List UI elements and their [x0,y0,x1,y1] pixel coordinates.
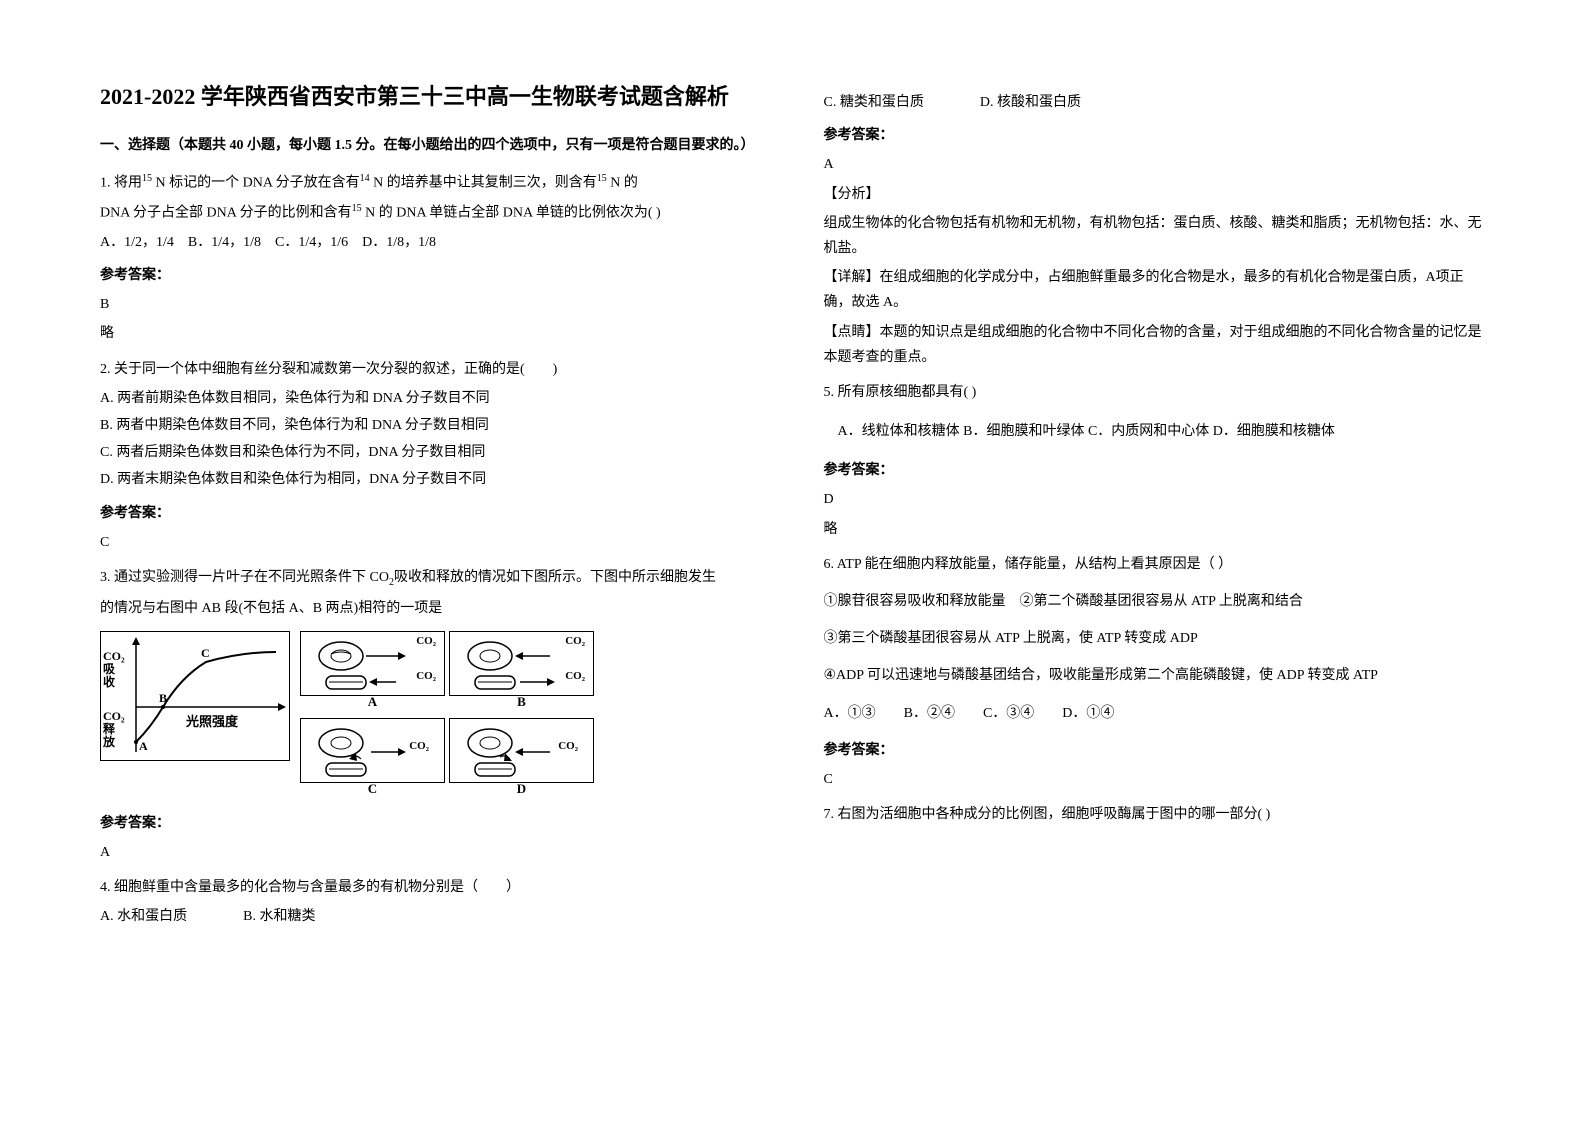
q3-answer-label: 参考答案： [100,811,764,836]
q4-opts-ab: A. 水和蛋白质 B. 水和糖类 [100,904,764,929]
y-label-top: CO₂吸收 [103,650,125,690]
q1-brief: 略 [100,321,764,346]
question-4-cont: C. 糖类和蛋白质 D. 核酸和蛋白质 参考答案： A 【分析】 组成生物体的化… [824,90,1488,370]
q1-t1: 1. 将用 [100,176,142,191]
q3-text: 3. 通过实验测得一片叶子在不同光照条件下 CO2吸收和释放的情况如下图所示。下… [100,565,764,592]
q7-text: 7. 右图为活细胞中各种成分的比例图，细胞呼吸酶属于图中的哪一部分( ) [824,802,1488,827]
q5-options: A．线粒体和核糖体 B．细胞膜和叶绿体 C．内质网和中心体 D．细胞膜和核糖体 [824,419,1488,444]
q4-detail-text: 在组成细胞的化学成分中，占细胞鲜重最多的化合物是水，最多的有机化合物是蛋白质，A… [824,270,1464,310]
question-5: 5. 所有原核细胞都具有( ) A．线粒体和核糖体 B．细胞膜和叶绿体 C．内质… [824,380,1488,542]
section-header: 一、选择题（本题共 40 小题，每小题 1.5 分。在每小题给出的四个选项中，只… [100,133,764,158]
question-1: 1. 将用15 N 标记的一个 DNA 分子放在含有14 N 的培养基中让其复制… [100,170,764,346]
question-4-start: 4. 细胞鲜重中含量最多的化合物与含量最多的有机物分别是（ ） A. 水和蛋白质… [100,875,764,929]
cell-d: CO₂ D [449,718,594,783]
q1-sup3: 15 [597,173,607,184]
q3-answer: A [100,840,764,865]
cell-c-co2: CO₂ [409,737,429,757]
q4-detail: 【详解】在组成细胞的化学成分中，占细胞鲜重最多的化合物是水，最多的有机化合物是蛋… [824,265,1488,315]
q4-opt-a: A. 水和蛋白质 [100,909,187,924]
cell-a-co2-2: CO₂ [416,667,436,687]
q2-text: 2. 关于同一个体中细胞有丝分裂和减数第一次分裂的叙述，正确的是( ) [100,357,764,382]
q4-tip: 【点睛】本题的知识点是组成细胞的化合物中不同化合物的含量，对于组成细胞的不同化合… [824,320,1488,370]
q6-opt3: ④ADP 可以迅速地与磷酸基团结合，吸收能量形成第二个高能磷酸键，使 ADP 转… [824,663,1488,688]
question-6: 6. ATP 能在细胞内释放能量，储存能量，从结构上看其原因是（ ） ①腺苷很容… [824,552,1488,792]
q4-tip-text: 本题的知识点是组成细胞的化合物中不同化合物的含量，对于组成细胞的不同化合物含量的… [824,325,1482,365]
q1-l2b: N 的 DNA 单链占全部 DNA 单链的比例依次为( ) [362,206,661,221]
q1-answer: B [100,292,764,317]
right-column: C. 糖类和蛋白质 D. 核酸和蛋白质 参考答案： A 【分析】 组成生物体的化… [824,80,1488,1082]
q1-t3: N 的培养基中让其复制三次，则含有 [370,176,597,191]
q1-t2: N 标记的一个 DNA 分子放在含有 [152,176,360,191]
q4-opts-cd: C. 糖类和蛋白质 D. 核酸和蛋白质 [824,90,1488,115]
question-3: 3. 通过实验测得一片叶子在不同光照条件下 CO2吸收和释放的情况如下图所示。下… [100,565,764,865]
q4-answer-label: 参考答案： [824,123,1488,148]
cell-d-co2: CO₂ [558,737,578,757]
q3-t1: 3. 通过实验测得一片叶子在不同光照条件下 CO [100,570,389,585]
q3-figure: A B C CO₂吸收 CO₂释放 光照强度 [100,631,764,801]
q2-answer-label: 参考答案： [100,501,764,526]
cell-b-co2-2: CO₂ [565,667,585,687]
q2-opt-b: B. 两者中期染色体数目不同，染色体行为和 DNA 分子数目相同 [100,413,764,438]
q2-answer: C [100,530,764,555]
q2-opt-a: A. 两者前期染色体数目相同，染色体行为和 DNA 分子数目不同 [100,386,764,411]
q3-t2: 吸收和释放的情况如下图所示。下图中所示细胞发生 [394,570,716,585]
q3-line2: 的情况与右图中 AB 段(不包括 A、B 两点)相符的一项是 [100,596,764,621]
q4-detail-label: 【详解】 [824,270,880,285]
q1-line2: DNA 分子占全部 DNA 分子的比例和含有15 N 的 DNA 单链占全部 D… [100,200,764,226]
cell-b-co2-1: CO₂ [565,632,585,652]
document-title: 2021-2022 学年陕西省西安市第三十三中高一生物联考试题含解析 [100,80,764,113]
q6-opt2: ③第三个磷酸基团很容易从 ATP 上脱离，使 ATP 转变成 ADP [824,626,1488,651]
q1-options: A．1/2，1/4 B．1/4，1/8 C．1/4，1/6 D．1/8，1/8 [100,230,764,255]
q2-opt-d: D. 两者末期染色体数目和染色体行为相同，DNA 分子数目不同 [100,467,764,492]
q3-chart: A B C CO₂吸收 CO₂释放 光照强度 [100,631,290,761]
q6-answer: C [824,767,1488,792]
left-column: 2021-2022 学年陕西省西安市第三十三中高一生物联考试题含解析 一、选择题… [100,80,764,1082]
q1-l2a: DNA 分子占全部 DNA 分子的比例和含有 [100,206,352,221]
q1-sup4: 15 [352,203,362,214]
q4-opt-d: D. 核酸和蛋白质 [980,95,1081,110]
cell-c-label: C [368,777,377,800]
cell-a-label: A [368,690,377,713]
q6-opt1: ①腺苷很容易吸收和释放能量 ②第二个磷酸基团很容易从 ATP 上脱离和结合 [824,589,1488,614]
svg-text:C: C [201,646,210,660]
q6-answer-label: 参考答案： [824,738,1488,763]
cell-a: CO₂ CO₂ A [300,631,445,696]
q4-analysis: 组成生物体的化合物包括有机物和无机物，有机物包括：蛋白质、核酸、糖类和脂质；无机… [824,211,1488,261]
cell-d-label: D [517,777,526,800]
cell-diagrams: CO₂ CO₂ A CO₂ CO [300,631,594,783]
q1-text: 1. 将用15 N 标记的一个 DNA 分子放在含有14 N 的培养基中让其复制… [100,170,764,196]
q2-opt-c: C. 两者后期染色体数目和染色体行为不同，DNA 分子数目相同 [100,440,764,465]
cell-c: CO₂ C [300,718,445,783]
cell-b: CO₂ CO₂ B [449,631,594,696]
q6-options: A．①③ B．②④ C．③④ D．①④ [824,701,1488,726]
q4-tip-label: 【点睛】 [824,325,880,340]
q5-brief: 略 [824,517,1488,542]
q1-sup1: 15 [142,173,152,184]
q1-t4: N 的 [607,176,638,191]
chart-svg: A B C [101,632,291,762]
q4-analysis-label: 【分析】 [824,182,1488,207]
x-label: 光照强度 [186,710,238,733]
svg-text:B: B [159,691,167,705]
cell-b-label: B [517,690,526,713]
q4-text: 4. 细胞鲜重中含量最多的化合物与含量最多的有机物分别是（ ） [100,875,764,900]
svg-text:A: A [139,739,148,753]
q5-answer-label: 参考答案： [824,458,1488,483]
question-2: 2. 关于同一个体中细胞有丝分裂和减数第一次分裂的叙述，正确的是( ) A. 两… [100,357,764,555]
q4-opt-c: C. 糖类和蛋白质 [824,95,924,110]
question-7: 7. 右图为活细胞中各种成分的比例图，细胞呼吸酶属于图中的哪一部分( ) [824,802,1488,827]
cell-a-co2-1: CO₂ [416,632,436,652]
q5-text: 5. 所有原核细胞都具有( ) [824,380,1488,405]
q5-answer: D [824,487,1488,512]
q4-answer: A [824,152,1488,177]
y-label-bottom: CO₂释放 [103,710,125,750]
q4-opt-b: B. 水和糖类 [243,909,315,924]
q1-answer-label: 参考答案： [100,263,764,288]
q1-sup2: 14 [360,173,370,184]
q6-text: 6. ATP 能在细胞内释放能量，储存能量，从结构上看其原因是（ ） [824,552,1488,577]
